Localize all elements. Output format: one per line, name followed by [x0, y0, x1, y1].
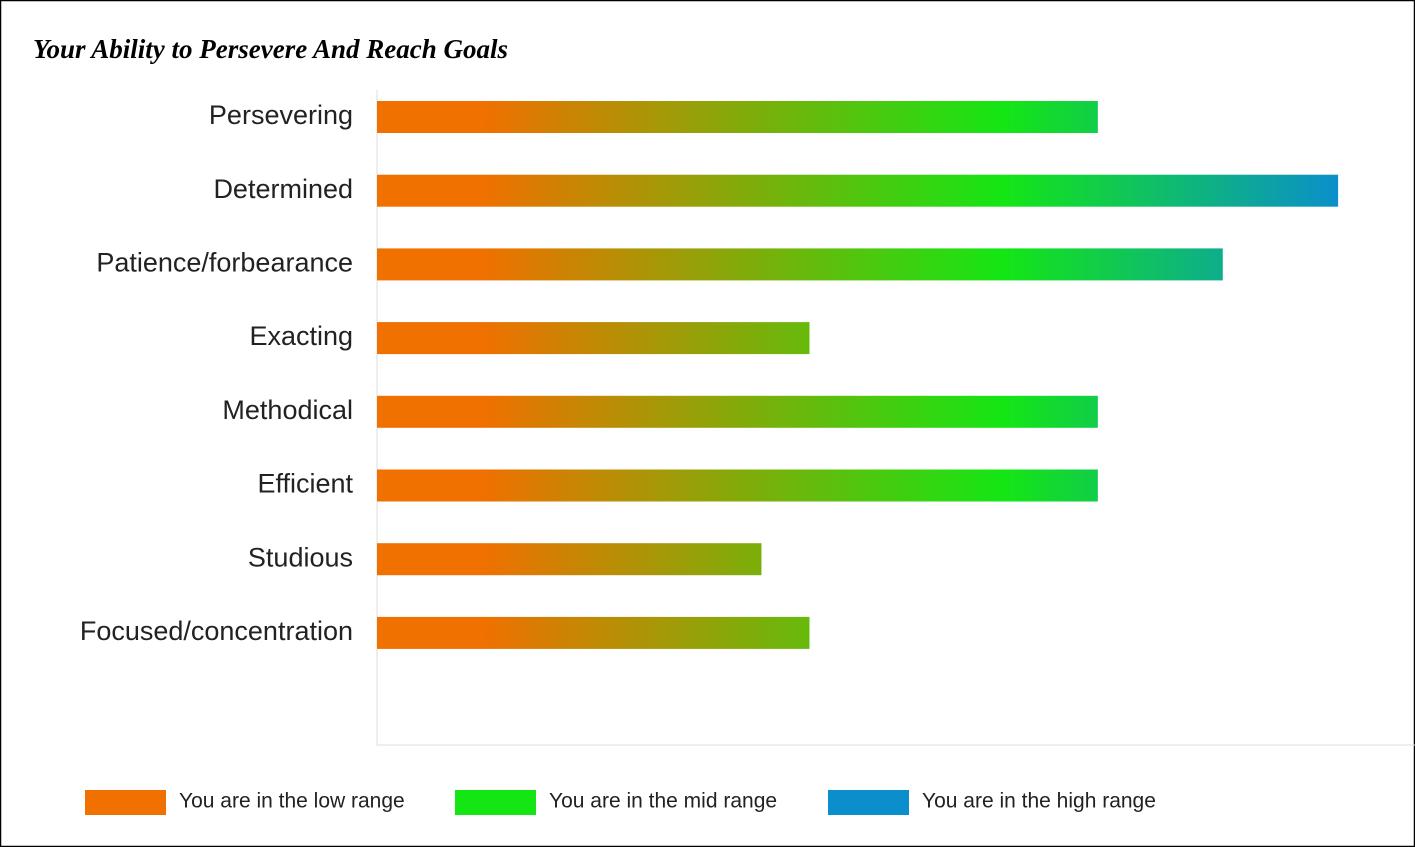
bar	[377, 248, 1223, 281]
y-tick-label: Focused/concentration	[80, 616, 353, 646]
bar	[377, 616, 810, 649]
bar	[377, 322, 810, 355]
bar	[377, 469, 1098, 502]
bar	[377, 174, 1339, 207]
y-tick-label: Exacting	[249, 321, 353, 351]
legend-label: You are in the high range	[922, 790, 1156, 813]
y-tick-label: Methodical	[222, 395, 353, 425]
legend-label: You are in the low range	[179, 790, 405, 813]
y-tick-label: Efficient	[257, 469, 353, 499]
y-tick-label: Persevering	[209, 100, 353, 130]
bar	[377, 395, 1098, 428]
legend-swatch	[828, 790, 909, 815]
chart-title: Your Ability to Persevere And Reach Goal…	[33, 34, 508, 64]
legend-swatch	[455, 790, 536, 815]
y-tick-label: Studious	[248, 542, 353, 572]
y-tick-label: Determined	[213, 174, 353, 204]
bar	[377, 543, 762, 576]
legend-label: You are in the mid range	[549, 790, 777, 813]
legend-swatch	[85, 790, 166, 815]
bar	[377, 101, 1098, 133]
y-tick-label: Patience/forbearance	[96, 248, 353, 278]
